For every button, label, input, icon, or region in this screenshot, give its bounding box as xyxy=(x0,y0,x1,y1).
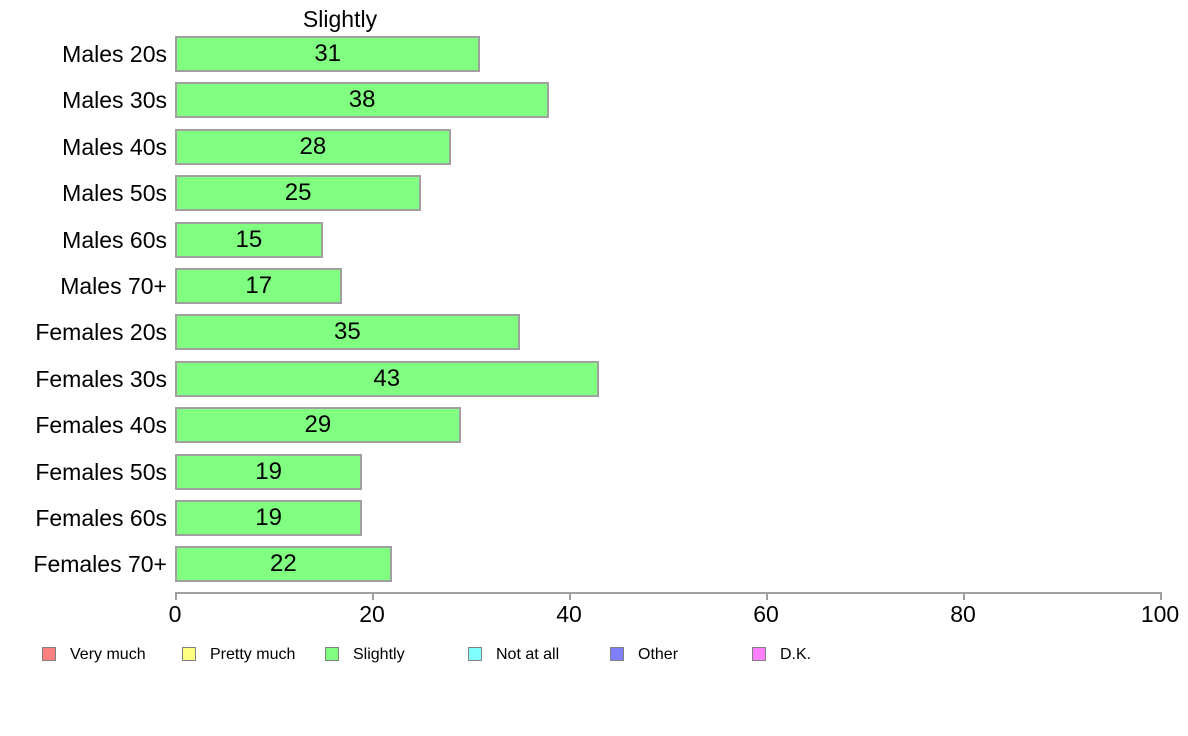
x-axis-tick-label: 60 xyxy=(753,601,779,627)
category-label: Males 30s xyxy=(62,87,167,114)
bar: 43 xyxy=(175,360,599,397)
x-axis-tick-label: 100 xyxy=(1140,601,1180,627)
category-label: Males 40s xyxy=(62,133,167,160)
legend-swatch xyxy=(182,647,196,661)
legend-label: Very much xyxy=(70,646,146,663)
category-label: Females 40s xyxy=(35,412,167,439)
x-axis-tick-label: 80 xyxy=(950,601,976,627)
x-axis-tick xyxy=(569,592,571,600)
bar: 35 xyxy=(175,314,520,351)
bar: 29 xyxy=(175,407,461,444)
bar-value-label: 22 xyxy=(269,550,297,578)
x-axis-tick-label: 20 xyxy=(359,601,385,627)
category-label: Females 70+ xyxy=(33,551,167,578)
bar-value-label: 29 xyxy=(304,411,332,439)
x-axis-tick xyxy=(1160,592,1162,600)
bar: 17 xyxy=(175,268,343,304)
bar-value-label: 28 xyxy=(299,132,327,160)
category-label: Females 20s xyxy=(35,319,167,346)
bar: 25 xyxy=(175,175,422,212)
bar-value-label: 19 xyxy=(255,457,282,485)
category-label: Males 20s xyxy=(62,41,167,67)
bar-value-label: 38 xyxy=(348,86,376,114)
x-axis-tick-label: 0 xyxy=(168,601,182,627)
bar-value-label: 19 xyxy=(255,504,282,531)
bar: 38 xyxy=(175,82,550,119)
legend-swatch xyxy=(325,647,339,661)
bar-value-label: 17 xyxy=(245,272,273,299)
bar: 19 xyxy=(175,453,363,490)
legend-label: Slightly xyxy=(353,646,405,663)
bar-value-label: 31 xyxy=(314,40,342,67)
category-label: Males 50s xyxy=(62,180,167,207)
x-axis-tick xyxy=(963,592,965,600)
x-axis-tick xyxy=(766,592,768,600)
bar: 15 xyxy=(175,221,323,258)
x-axis-tick-label: 40 xyxy=(556,601,582,627)
bar: 22 xyxy=(175,546,392,583)
legend-swatch xyxy=(610,647,624,661)
bar-value-label: 43 xyxy=(373,364,401,392)
bar-value-label: 25 xyxy=(284,179,312,207)
legend-swatch xyxy=(752,647,766,661)
category-label: Males 70+ xyxy=(60,273,167,299)
bar-value-label: 35 xyxy=(334,318,361,346)
legend-label: Not at all xyxy=(496,646,560,663)
category-label: Females 60s xyxy=(35,505,167,531)
category-label: Males 60s xyxy=(62,226,167,253)
chart-title: Slightly xyxy=(302,6,378,32)
legend-swatch xyxy=(468,647,482,661)
legend-label: Pretty much xyxy=(210,646,296,663)
bar: 19 xyxy=(175,500,363,536)
legend-label: D.K. xyxy=(780,646,812,663)
x-axis-tick xyxy=(175,592,177,600)
category-label: Females 30s xyxy=(35,365,167,392)
bar: 28 xyxy=(175,128,451,165)
bar-value-label: 15 xyxy=(235,225,263,253)
legend-swatch xyxy=(42,647,56,661)
category-label: Females 50s xyxy=(35,458,167,485)
legend-label: Other xyxy=(638,646,679,663)
bar: 31 xyxy=(175,36,481,72)
x-axis-tick xyxy=(372,592,374,600)
x-axis-line xyxy=(175,592,1160,594)
